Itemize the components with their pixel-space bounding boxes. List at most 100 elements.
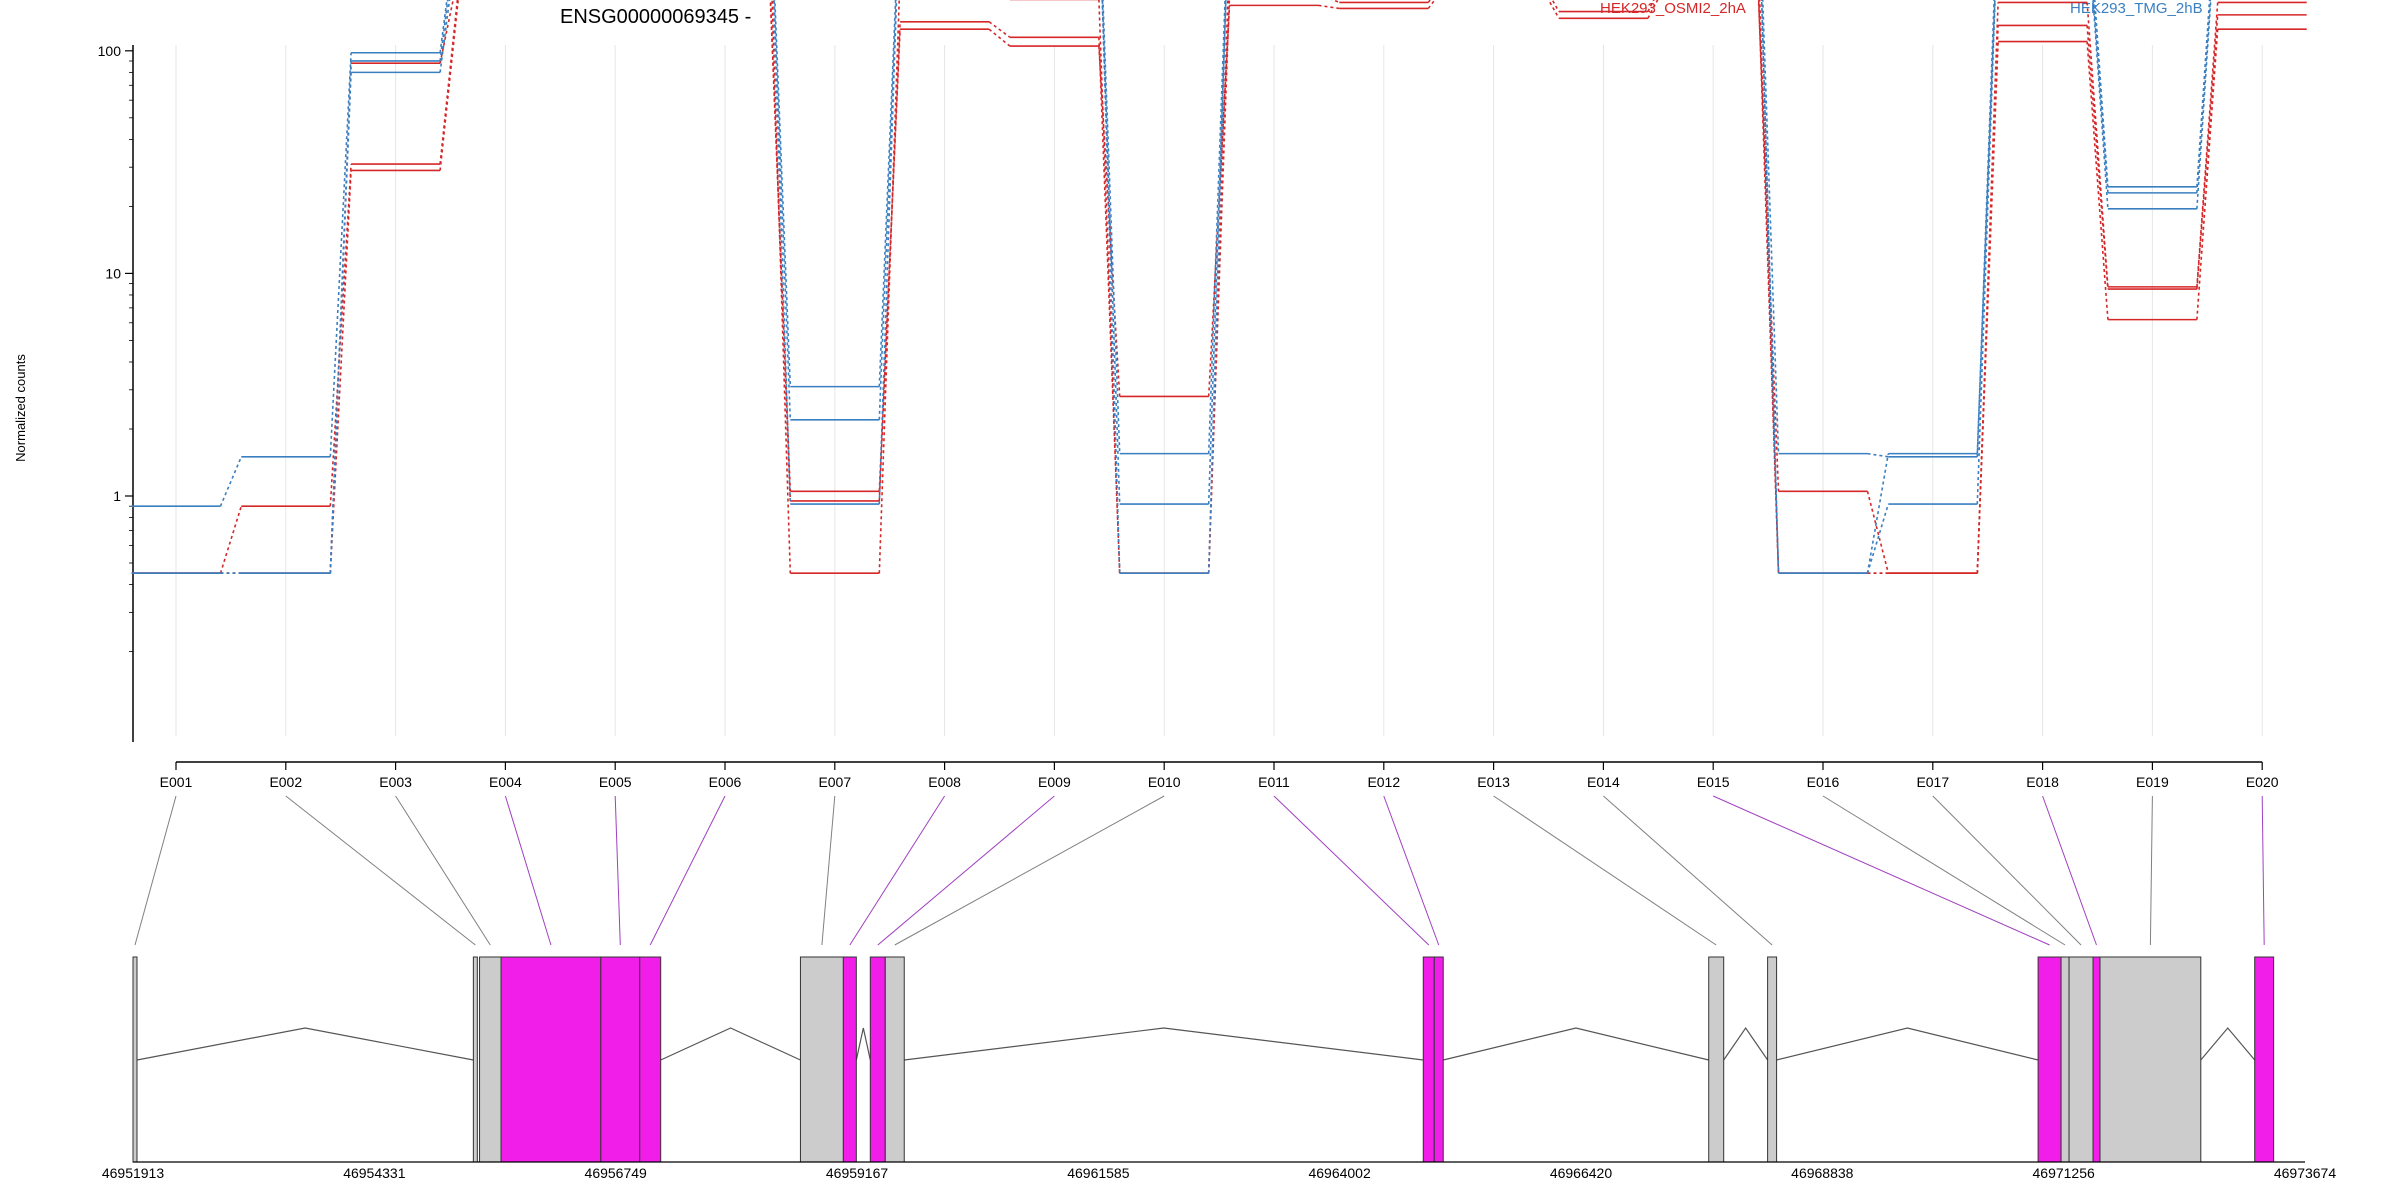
coordinate-label: 46966420: [1550, 1165, 1613, 1181]
series-connector: [1976, 0, 1996, 505]
series-connector: [1647, 0, 1659, 19]
series-connector: [1207, 0, 1227, 574]
x-tick-label: E014: [1587, 774, 1620, 790]
exon-link: [849, 795, 946, 946]
series-connector: [1207, 0, 1226, 454]
series-connector: [1976, 25, 1999, 574]
intron-line: [2200, 1027, 2256, 1061]
coordinate-label: 46971256: [2033, 1165, 2096, 1181]
x-tick-label: E002: [269, 774, 302, 790]
exon-links: [134, 795, 2265, 946]
series-connector: [1761, 0, 1780, 454]
y-tick-label: 100: [98, 43, 122, 59]
x-tick-label: E007: [818, 774, 851, 790]
exon-block: [600, 956, 641, 1163]
y-tick-label: 10: [105, 265, 121, 281]
exon-link: [134, 795, 177, 946]
x-tick-label: E018: [2026, 774, 2059, 790]
exon-link: [2149, 795, 2153, 946]
series-HEK293_OSMI2_2hA: [131, 0, 2307, 574]
intron-line: [1723, 1026, 1769, 1061]
coordinate-label: 46968838: [1791, 1165, 1854, 1181]
grid: [175, 45, 2263, 736]
series-connector: [878, 0, 898, 420]
series-connector: [439, 0, 459, 165]
legend-entry: HEK293_OSMI2_2hA: [1600, 0, 1746, 17]
exon-link: [395, 795, 491, 946]
exon-link: [821, 795, 836, 946]
coordinate-label: 46954331: [343, 1165, 406, 1181]
y-axis-label: Normalized counts: [13, 354, 28, 462]
y-ticks: 1 10 100: [98, 43, 133, 652]
series-connector: [988, 21, 1011, 38]
exon-link: [1493, 795, 1717, 946]
series-connector: [1866, 503, 1890, 574]
series-connector: [2196, 0, 2212, 209]
exon-block: [884, 956, 905, 1163]
exon-block: [1422, 956, 1435, 1163]
x-tick-label: E009: [1038, 774, 1071, 790]
intron-line: [660, 1027, 801, 1061]
x-tick-label: E004: [489, 774, 522, 790]
exon-block: [1767, 956, 1778, 1163]
x-tick-label: E006: [709, 774, 742, 790]
exon-link: [877, 795, 1055, 946]
series-connector: [219, 505, 243, 574]
exon-block: [1433, 956, 1444, 1163]
series-connector: [1318, 4, 1340, 10]
intron-line: [904, 1027, 1424, 1061]
series-connector: [1427, 0, 1432, 3]
x-tick-label: E015: [1697, 774, 1730, 790]
coordinate-label: 46951913: [102, 1165, 165, 1181]
series-connector: [1551, 0, 1560, 12]
exon-link: [2261, 795, 2265, 946]
exon-block: [2092, 956, 2101, 1163]
series-connector: [2196, 14, 2219, 290]
exon-link: [1603, 795, 1773, 946]
exon-block: [2068, 956, 2094, 1163]
series-connector: [1647, 0, 1655, 12]
series-connector: [219, 456, 243, 507]
exon-block: [869, 956, 886, 1163]
exon-link: [1932, 795, 2082, 946]
series-connector: [1760, 0, 1780, 574]
series-connector: [771, 0, 792, 574]
legend-entry: HEK293_TMG_2hB: [2070, 0, 2203, 17]
series-connector: [1867, 452, 1889, 458]
series-connector: [329, 60, 352, 574]
series-connector: [1866, 491, 1890, 574]
exon-link: [2042, 795, 2097, 946]
series-connector: [2086, 41, 2109, 320]
series-connector: [1098, 37, 1121, 574]
series-connector: [2092, 0, 2109, 209]
series-connector: [1760, 0, 1780, 574]
legend: HEK293_OSMI2_2hA HEK293_TMG_2hB: [1600, 0, 2203, 17]
series-connector: [2086, 25, 2109, 290]
series-connector: [1757, 0, 1780, 574]
series-connector: [772, 0, 792, 505]
genomic-coordinates: 46951913 46954331 46956749 46959167 46961585…: [102, 1161, 2336, 1181]
series-connector: [329, 52, 352, 457]
x-tick-label: E017: [1916, 774, 1949, 790]
exon-block: [799, 956, 844, 1163]
exon-block: [500, 956, 602, 1163]
x-tick-label: E020: [2246, 774, 2279, 790]
exon-block: [472, 956, 478, 1163]
series-connector: [329, 163, 352, 507]
series-connector: [1207, 5, 1231, 397]
y-tick-label: 1: [113, 488, 121, 504]
chart-title: ENSG00000069345 -: [560, 6, 751, 28]
coordinate-label: 46956749: [585, 1165, 648, 1181]
series-connector: [1866, 453, 1890, 574]
series-connector: [878, 0, 901, 574]
x-tick-label: E013: [1477, 774, 1510, 790]
exon-block: [2254, 956, 2275, 1163]
intron-line: [855, 1027, 871, 1061]
exon-block: [479, 956, 502, 1163]
exon-blocks: [132, 956, 2275, 1163]
series-connector: [1547, 0, 1560, 19]
series-group: [131, 0, 2307, 574]
exon-block: [2060, 956, 2070, 1163]
series-connector: [878, 21, 901, 501]
